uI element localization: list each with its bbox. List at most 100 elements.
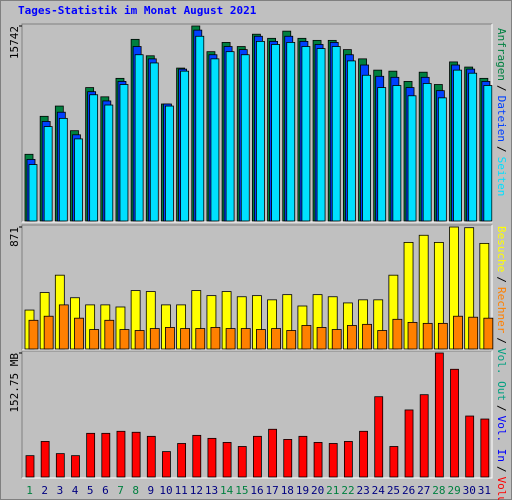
bar: [195, 328, 206, 350]
legend-entry: Seiten: [495, 157, 508, 197]
x-tick-label: 4: [72, 484, 79, 497]
bar: [256, 40, 265, 222]
legend-entry: Vol. In: [495, 416, 508, 462]
bar: [362, 323, 372, 350]
x-tick-label: 18: [281, 484, 294, 497]
bar: [483, 317, 494, 350]
bar: [407, 321, 418, 350]
bar: [316, 327, 327, 350]
panel-border: [21, 23, 492, 222]
bar: [346, 325, 357, 350]
bar: [377, 87, 387, 222]
panel-border: [21, 224, 492, 350]
x-tick-label: 11: [175, 484, 188, 497]
x-tick-label: 3: [57, 484, 64, 497]
bar: [374, 396, 384, 478]
bar: [437, 97, 447, 222]
legend-entry: Vol. Out: [495, 348, 508, 401]
bar: [422, 322, 433, 350]
legend-entry: Rechner: [495, 287, 508, 334]
bar: [119, 84, 129, 222]
bar: [389, 446, 399, 478]
bar: [58, 304, 69, 350]
bar: [101, 432, 111, 478]
bar: [286, 330, 297, 350]
legend-separator: /: [495, 85, 508, 92]
bar: [268, 428, 277, 478]
bar: [313, 442, 323, 478]
bar: [149, 62, 159, 222]
legend-separator: /: [495, 405, 508, 412]
legend-entry: Anfragen: [495, 28, 508, 81]
bar: [28, 164, 38, 222]
bar: [301, 325, 312, 350]
bar: [149, 328, 160, 350]
x-tick-label: 28: [432, 484, 445, 497]
legend-separator: /: [495, 146, 508, 153]
bar: [119, 329, 130, 350]
bar: [104, 319, 115, 350]
bar: [162, 451, 171, 478]
bar: [422, 83, 432, 222]
bar: [192, 434, 202, 478]
bar: [298, 435, 308, 478]
bar: [86, 432, 96, 478]
x-tick-label: 6: [102, 484, 109, 497]
bar: [453, 69, 462, 222]
x-tick-label: 16: [250, 484, 263, 497]
bar: [434, 352, 444, 478]
bar: [316, 48, 326, 222]
bar: [286, 42, 296, 222]
bar: [177, 443, 187, 478]
bar: [392, 318, 403, 350]
chart-title: Tages-Statistik im Monat August 2021: [18, 4, 257, 17]
bar: [89, 329, 100, 350]
bar: [328, 443, 338, 478]
bar: [134, 330, 145, 350]
x-tick-label: 5: [87, 484, 94, 497]
bar: [404, 409, 414, 478]
x-tick-label: 25: [387, 484, 400, 497]
bar: [407, 95, 417, 222]
x-tick-label: 13: [205, 484, 218, 497]
panel-border: [22, 225, 493, 351]
legend-separator: /: [495, 276, 508, 283]
y-tick-label: 15742: [8, 26, 21, 59]
legend-entry: Besuche: [495, 226, 508, 272]
bar: [343, 441, 353, 478]
panel-border: [21, 350, 492, 478]
bar: [240, 54, 250, 222]
bar: [40, 441, 50, 478]
x-tick-label: 24: [372, 484, 386, 497]
x-tick-label: 12: [190, 484, 203, 497]
y-tick-label: 152.75 MB: [8, 353, 21, 413]
x-tick-label: 10: [159, 484, 172, 497]
bar: [468, 72, 478, 222]
y-tick-label: 871: [8, 227, 21, 247]
legend-separator: /: [495, 337, 508, 344]
x-tick-label: 14: [220, 484, 234, 497]
bar: [392, 85, 402, 222]
legend-separator: /: [495, 466, 508, 473]
bar: [55, 453, 65, 478]
bar: [74, 138, 83, 222]
x-tick-label: 9: [148, 484, 155, 497]
bar: [225, 328, 236, 350]
bar: [210, 327, 221, 350]
bar: [240, 328, 251, 350]
x-tick-label: 26: [402, 484, 415, 497]
bar: [210, 58, 220, 222]
x-tick-label: 31: [478, 484, 491, 497]
bar: [237, 446, 247, 478]
bar: [377, 330, 388, 350]
x-tick-label: 23: [357, 484, 370, 497]
bar: [331, 329, 342, 350]
x-tick-label: 15: [235, 484, 248, 497]
bar: [131, 431, 141, 478]
legend: Anfragen / Dateien / Seiten: [495, 28, 508, 196]
bar: [43, 126, 53, 222]
legend-entry: Volumen: [495, 477, 508, 500]
bar: [180, 328, 191, 350]
x-tick-label: 2: [41, 484, 48, 497]
